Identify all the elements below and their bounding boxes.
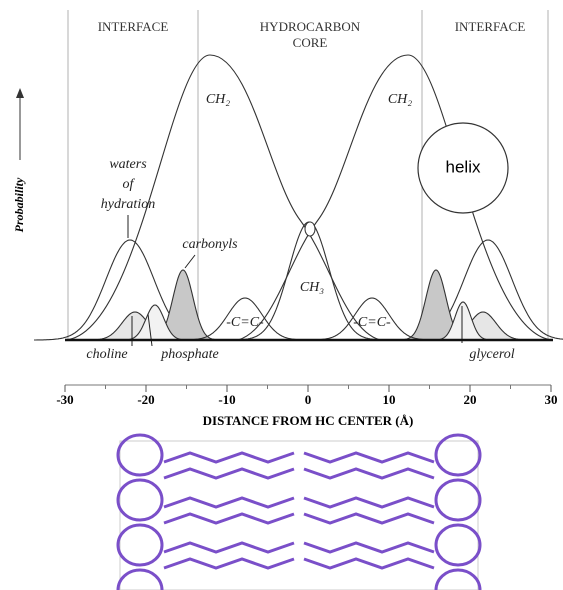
curve-label: choline bbox=[86, 347, 127, 362]
curve-label: CH₃ bbox=[300, 280, 324, 295]
curve-label: phosphate bbox=[160, 347, 219, 362]
curve-label: -C=C- bbox=[353, 315, 391, 330]
curve-label: CH₂ bbox=[206, 92, 230, 107]
y-axis-label: Probability bbox=[12, 177, 26, 232]
curve-label: -C=C- bbox=[226, 315, 264, 330]
figure: INTERFACE HYDROCARBON CORE INTERFACE hel… bbox=[0, 0, 563, 590]
crossing-marker bbox=[305, 222, 315, 236]
helix-label: helix bbox=[446, 157, 481, 176]
region-label: INTERFACE bbox=[98, 19, 169, 34]
y-arrow-head bbox=[16, 88, 24, 98]
curve-label: of bbox=[123, 177, 136, 192]
curve-label: waters bbox=[109, 157, 147, 172]
x-tick-label: -10 bbox=[218, 392, 235, 407]
x-axis-title: DISTANCE FROM HC CENTER (Å) bbox=[203, 413, 414, 428]
x-tick-label: 10 bbox=[383, 392, 396, 407]
curve-label: glycerol bbox=[469, 347, 514, 362]
pointer bbox=[185, 255, 195, 268]
x-tick-label: 30 bbox=[545, 392, 558, 407]
x-axis: -30 -20 -10 0 10 20 30 bbox=[56, 385, 557, 407]
x-tick-label: 0 bbox=[305, 392, 312, 407]
x-tick-label: -30 bbox=[56, 392, 73, 407]
curve-label: carbonyls bbox=[182, 237, 238, 252]
region-label: HYDROCARBON bbox=[260, 19, 361, 34]
curve-label: hydration bbox=[101, 197, 155, 212]
curve-label: CH₂ bbox=[388, 92, 412, 107]
x-tick-label: -20 bbox=[137, 392, 154, 407]
region-label: INTERFACE bbox=[455, 19, 526, 34]
membrane-frame bbox=[120, 441, 478, 590]
region-label: CORE bbox=[293, 35, 328, 50]
x-tick-label: 20 bbox=[464, 392, 477, 407]
